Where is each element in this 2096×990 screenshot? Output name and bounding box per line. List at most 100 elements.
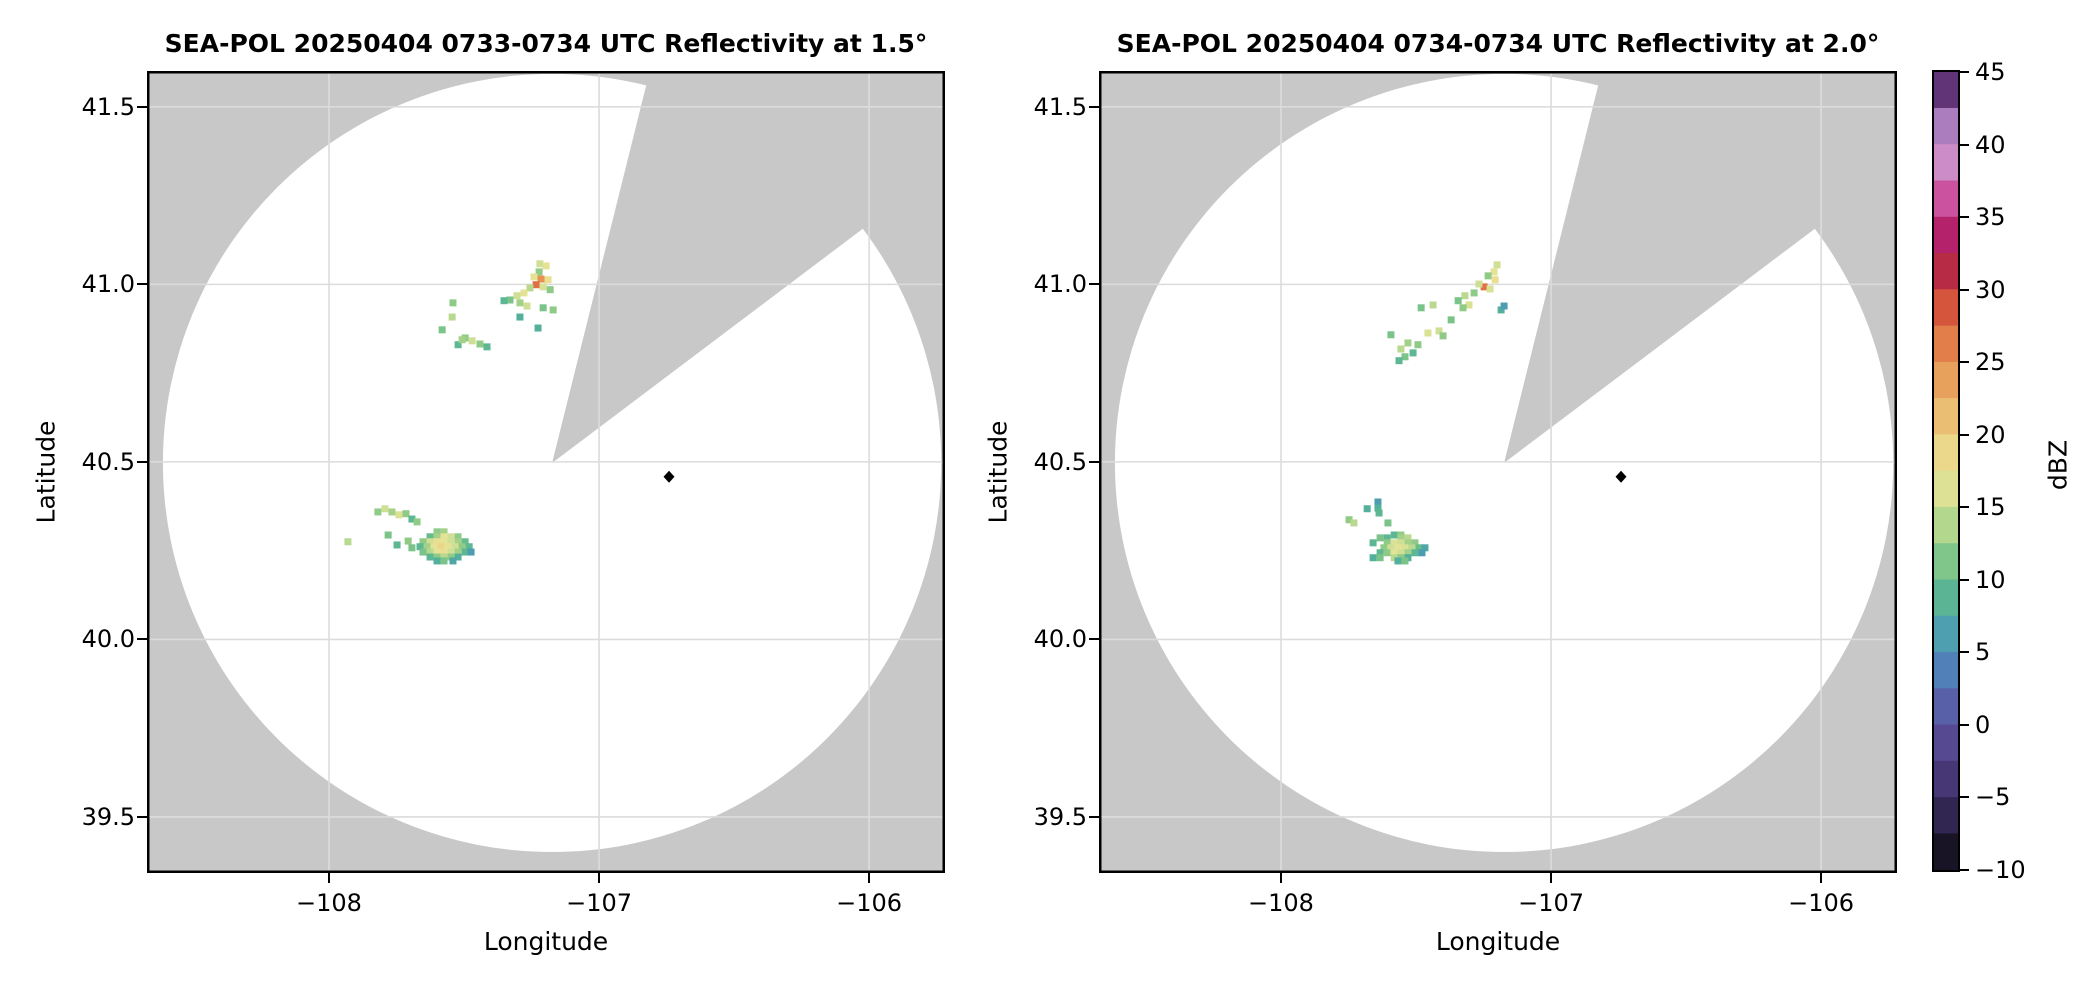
echo-pixel — [1418, 549, 1426, 557]
colorbar-tick-label: 10 — [1975, 565, 2006, 594]
echo-pixel — [440, 528, 448, 536]
y-tick-mark — [137, 105, 147, 108]
echo-pixel — [440, 553, 448, 561]
echo-pixel — [423, 543, 431, 551]
y-tick-label: 41.0 — [1033, 270, 1087, 299]
echo-pixel — [1384, 519, 1392, 527]
echo-pixel — [546, 286, 554, 294]
echo-pixel — [535, 268, 543, 276]
echo-pixel — [419, 538, 427, 546]
echo-pixel — [1429, 301, 1437, 309]
echo-pixel — [454, 538, 462, 546]
echo-pixel — [447, 553, 455, 561]
echo-pixel — [1480, 283, 1488, 291]
echo-pixel — [536, 260, 544, 268]
colorbar-tick-label: 0 — [1975, 710, 1991, 739]
echo-pixel — [542, 262, 550, 270]
colorbar-tick-label: 25 — [1975, 348, 2006, 377]
radar-plot-left — [147, 71, 945, 873]
colorbar-tick-mark — [1960, 361, 1969, 364]
colorbar-band — [1934, 724, 1958, 762]
x-tick-mark — [1280, 873, 1282, 883]
colorbar-band — [1934, 144, 1958, 182]
echo-pixel — [1394, 544, 1402, 552]
y-tick-mark — [137, 283, 147, 286]
echo-pixel — [426, 548, 434, 556]
echo-pixel — [454, 553, 462, 561]
echo-pixel — [483, 343, 491, 351]
echo-pixel — [476, 340, 484, 348]
y-tick-mark — [1089, 815, 1099, 818]
plot-border — [1099, 71, 1897, 873]
echo-pixel — [440, 557, 448, 565]
echo-pixel — [1374, 498, 1382, 506]
colorbar-tick-mark — [1960, 651, 1969, 654]
y-tick-label: 39.5 — [1033, 802, 1087, 831]
y-tick-mark — [137, 460, 147, 463]
colorbar: dBZ 45 40 35 30 25 20 15 10 5 0 −5 −10 — [1932, 58, 2073, 884]
colorbar-band — [1934, 361, 1958, 399]
echo-pixel — [1497, 306, 1505, 314]
echo-pixel — [1404, 549, 1412, 557]
colorbar-band — [1934, 107, 1958, 145]
echo-pixel — [1475, 280, 1483, 288]
echo-pixel — [1447, 316, 1455, 324]
radar-plot-right — [1099, 71, 1897, 873]
echo-pixel — [1404, 339, 1412, 347]
echo-pixel — [1376, 554, 1384, 562]
echo-pixel — [1383, 549, 1391, 557]
echo-pixel — [426, 553, 434, 561]
echo-pixel — [454, 341, 462, 349]
radar-panel-left: SEA-POL 20250404 0733-0734 UTC Reflectiv… — [32, 29, 945, 956]
echo-pixel — [1404, 534, 1412, 542]
colorbar-tick-label: 15 — [1975, 493, 2006, 522]
x-tick-label: −106 — [1788, 889, 1855, 917]
echo-pixel — [454, 548, 462, 556]
colorbar-tick-mark — [1960, 143, 1969, 146]
colorbar-tick-mark — [1960, 288, 1969, 291]
colorbar-band — [1934, 797, 1958, 835]
y-tick-mark — [1089, 105, 1099, 108]
colorbar-tick-label: −5 — [1975, 783, 2011, 812]
echo-pixel — [1383, 534, 1391, 542]
echo-pixel — [1380, 544, 1388, 552]
y-tick-label: 40.5 — [1033, 447, 1087, 476]
colorbar-tick-label: 35 — [1975, 203, 2006, 232]
echo-pixel — [1500, 302, 1508, 310]
colorbar-tick-label: −10 — [1975, 856, 2026, 884]
x-axis-label-right: Longitude — [1435, 927, 1561, 956]
colorbar-gradient — [1932, 70, 1960, 872]
echo-pixel — [532, 281, 540, 289]
echo-pixel — [1394, 557, 1402, 565]
radar-site-marker — [663, 470, 675, 483]
echo-pixel — [454, 533, 462, 541]
echo-pixel — [416, 543, 424, 551]
echo-pixel — [1363, 505, 1371, 513]
echo-pixel — [1383, 539, 1391, 547]
colorbar-tick-mark — [1960, 796, 1969, 799]
echo-pixel — [530, 273, 538, 281]
x-tick-label: −107 — [566, 889, 633, 917]
echo-pixel — [1350, 519, 1358, 527]
echo-pixel — [516, 299, 524, 307]
colorbar-tick-mark — [1960, 506, 1969, 509]
echo-pixel — [1470, 289, 1478, 297]
echo-pixel — [1408, 544, 1416, 552]
echo-pixel — [451, 543, 459, 551]
echo-pixel — [447, 538, 455, 546]
echo-pixel — [395, 511, 403, 519]
y-tick-mark — [1089, 460, 1099, 463]
echo-pixel — [458, 543, 466, 551]
colorbar-tick-label: 45 — [1975, 58, 2006, 86]
colorbar-band — [1934, 325, 1958, 363]
echo-pixel — [384, 531, 392, 539]
echo-pixel — [408, 515, 416, 523]
colorbar-band — [1934, 398, 1958, 436]
echo-pixel — [381, 505, 389, 513]
colorbar-band — [1934, 543, 1958, 581]
echo-pixel — [1439, 332, 1447, 340]
colorbar-tick-mark — [1960, 433, 1969, 436]
echo-pixel — [419, 548, 427, 556]
x-tick-label: −108 — [1248, 889, 1314, 917]
